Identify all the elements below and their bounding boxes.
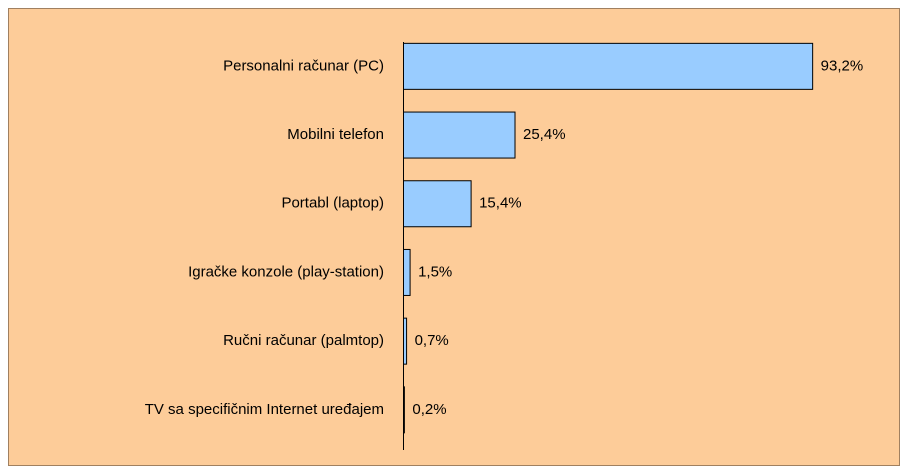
data-label: 15,4% xyxy=(479,195,522,212)
data-label: 0,7% xyxy=(415,332,449,349)
category-label: TV sa specifičnim Internet uređajem xyxy=(145,401,384,418)
data-label: 1,5% xyxy=(418,263,452,280)
category-label: Ručni računar (palmtop) xyxy=(223,332,384,349)
category-label: Personalni računar (PC) xyxy=(223,57,384,74)
bar xyxy=(403,317,408,365)
category-label: Igračke konzole (play-station) xyxy=(188,263,384,280)
bar xyxy=(403,42,814,90)
data-label: 25,4% xyxy=(523,126,566,143)
data-label: 93,2% xyxy=(821,57,864,74)
category-label: Portabl (laptop) xyxy=(281,195,384,212)
category-label: Mobilni telefon xyxy=(287,126,384,143)
bar xyxy=(403,180,472,228)
bar xyxy=(403,386,405,434)
data-label: 0,2% xyxy=(412,401,446,418)
bar xyxy=(403,248,411,296)
bar xyxy=(403,111,516,159)
